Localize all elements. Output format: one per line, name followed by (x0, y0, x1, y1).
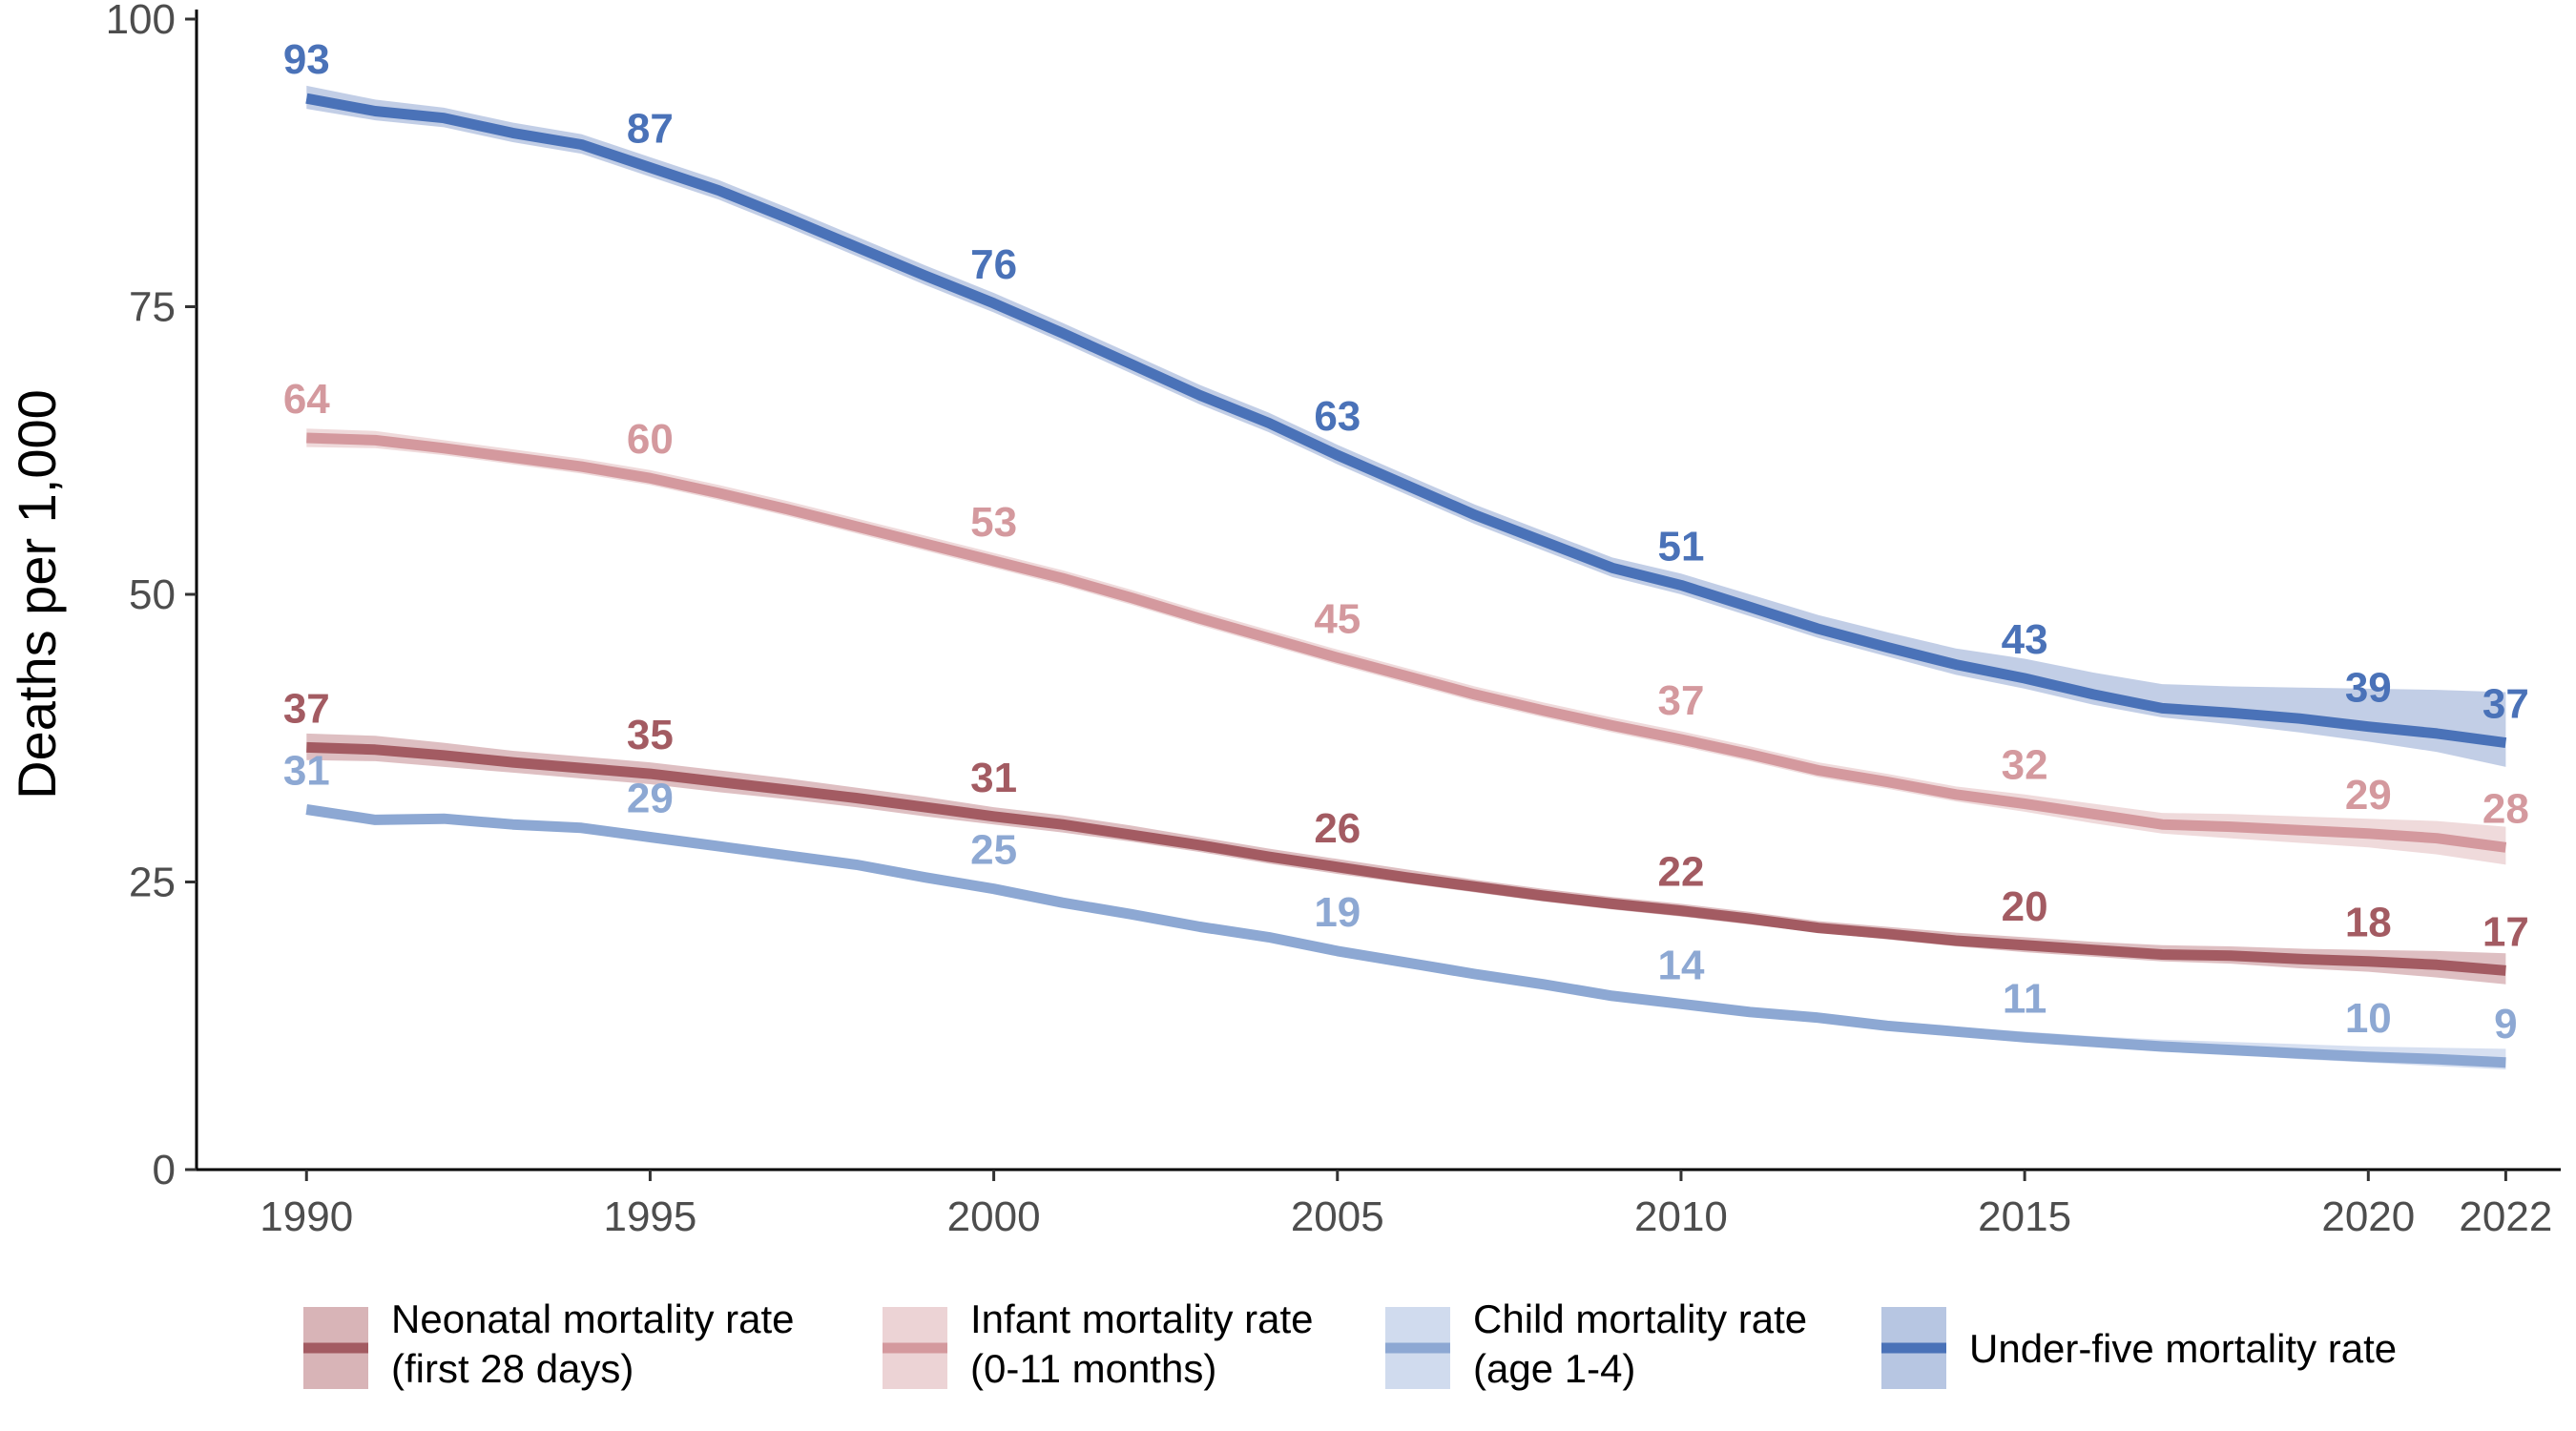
under-five-mortality-rate-label-1990: 93 (283, 36, 330, 83)
infant-mortality-rate-label-2022: 28 (2483, 785, 2529, 832)
under-five-mortality-rate-line (305, 93, 2507, 749)
child-mortality-rate-label-2005: 19 (1314, 889, 1361, 936)
infant-mortality-rate-label-2020: 29 (2345, 772, 2392, 819)
series-lines (305, 93, 2507, 1068)
neonatal-mortality-rate-label-2010: 22 (1658, 849, 1705, 896)
infant-mortality-rate-band (306, 428, 2506, 865)
infant-mortality-rate-label-2000: 53 (970, 499, 1017, 546)
neonatal-mortality-rate-label-1990: 37 (283, 685, 330, 732)
under-five-mortality-rate-label-1995: 87 (627, 106, 674, 153)
under-five-mortality-rate-label-2005: 63 (1314, 393, 1361, 440)
under-five-mortality-rate-band (306, 85, 2506, 767)
under-five-mortality-rate-label-2020: 39 (2345, 665, 2392, 712)
child-mortality-rate-label-2010: 14 (1658, 942, 1705, 988)
under-five-mortality-rate-label-2022: 37 (2483, 681, 2529, 728)
child-mortality-rate-label-1995: 29 (627, 776, 674, 822)
infant-mortality-rate-label-1990: 64 (283, 376, 330, 423)
infant-mortality-rate-line (306, 432, 2507, 853)
child-mortality-rate-legend-label-line-1: Child mortality rate (1473, 1296, 1807, 1341)
confidence-bands (306, 85, 2506, 1070)
neonatal-mortality-rate-legend-label-line-2: (first 28 days) (391, 1346, 634, 1391)
y-axis-title: Deaths per 1,000 (7, 389, 67, 799)
under-five-mortality-rate-legend-label: Under-five mortality rate (1969, 1326, 2397, 1371)
x-tick-label-2010: 2010 (1634, 1193, 1728, 1240)
neonatal-mortality-rate-label-2000: 31 (970, 755, 1017, 801)
infant-mortality-rate-label-2010: 37 (1658, 677, 1705, 724)
under-five-mortality-rate-label-2010: 51 (1658, 523, 1705, 570)
x-tick-label-2005: 2005 (1291, 1193, 1384, 1240)
child-mortality-rate-label-2015: 11 (2003, 975, 2047, 1022)
infant-mortality-rate-label-2005: 45 (1314, 595, 1361, 642)
infant-mortality-rate-legend-label-line-1: Infant mortality rate (970, 1296, 1313, 1341)
legend: Neonatal mortality rate (first 28 days) In… (303, 1296, 2397, 1391)
x-tick-label-1995: 1995 (603, 1193, 696, 1240)
neonatal-mortality-rate-label-2005: 26 (1314, 805, 1361, 852)
child-mortality-rate-legend-label-line-2: (age 1-4) (1473, 1346, 1635, 1391)
child-mortality-rate-label-2000: 25 (970, 827, 1017, 874)
y-tick-label-0: 0 (153, 1147, 176, 1193)
child-mortality-rate-label-2020: 10 (2345, 995, 2392, 1042)
neonatal-mortality-rate-label-1995: 35 (627, 712, 674, 758)
infant-mortality-rate-label-2015: 32 (2002, 742, 2048, 789)
neonatal-mortality-rate-label-2022: 17 (2483, 908, 2529, 955)
x-tick-label-2020: 2020 (2321, 1193, 2415, 1240)
child-mortality-rate-label-1990: 31 (283, 748, 330, 795)
y-tick-label-50: 50 (129, 571, 176, 618)
child-mortality-rate-label-2022: 9 (2494, 1001, 2517, 1047)
under-five-mortality-rate-label-2015: 43 (2002, 616, 2048, 663)
y-tick-label-25: 25 (129, 860, 176, 906)
y-tick-label-100: 100 (106, 0, 176, 43)
neonatal-mortality-rate-label-2020: 18 (2345, 900, 2392, 946)
x-tick-label-2022: 2022 (2459, 1193, 2552, 1240)
neonatal-mortality-rate-label-2015: 20 (2002, 883, 2048, 930)
y-tick-label-75: 75 (129, 284, 176, 331)
infant-mortality-rate-label-1995: 60 (627, 416, 674, 463)
infant-mortality-rate-legend-label-line-2: (0-11 months) (970, 1346, 1216, 1391)
neonatal-mortality-rate-legend-label-line-1: Neonatal mortality rate (391, 1296, 795, 1341)
under-five-mortality-rate-label-2000: 76 (970, 241, 1017, 288)
x-tick-label-2015: 2015 (1978, 1193, 2071, 1240)
data-labels: 37 35 31 26 22 20 18 17 64 60 53 45 37 32 29 28 31 29 25 19… (283, 36, 2529, 1047)
x-tick-label-1990: 1990 (260, 1193, 353, 1240)
x-tick-label-2000: 2000 (947, 1193, 1041, 1240)
neonatal-mortality-rate-line (306, 741, 2506, 976)
child-mortality-rate-line (305, 804, 2506, 1068)
child-mortality-rate-band (306, 804, 2506, 1070)
